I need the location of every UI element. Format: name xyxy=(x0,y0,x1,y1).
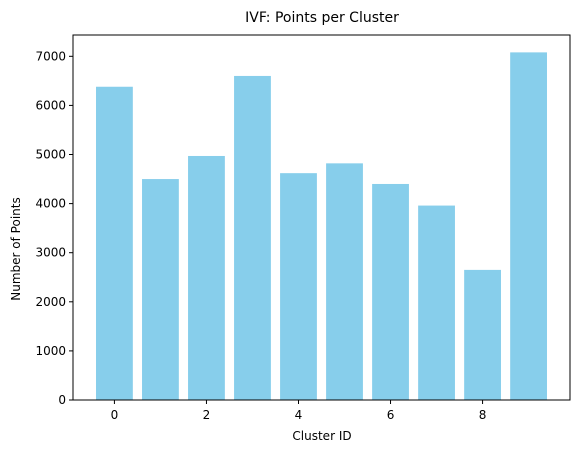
y-tick-label: 0 xyxy=(58,393,66,407)
y-tick-label: 3000 xyxy=(35,246,66,260)
bars-group xyxy=(96,52,547,401)
y-tick-label: 1000 xyxy=(35,344,66,358)
y-tick-label: 5000 xyxy=(35,148,66,162)
x-tick-label: 6 xyxy=(387,408,395,422)
x-axis-label: Cluster ID xyxy=(292,429,351,443)
bar-cluster-5 xyxy=(326,163,363,400)
bar-cluster-3 xyxy=(234,75,271,400)
x-axis-ticks: 0 2 4 6 8 xyxy=(111,400,487,422)
x-tick-label: 8 xyxy=(479,408,487,422)
bar-cluster-8 xyxy=(464,269,501,400)
y-tick-label: 6000 xyxy=(35,98,66,112)
bar-cluster-9 xyxy=(510,52,547,400)
bar-cluster-2 xyxy=(188,155,225,400)
y-axis-label: Number of Points xyxy=(9,197,23,300)
bar-cluster-6 xyxy=(372,183,409,400)
y-tick-label: 7000 xyxy=(35,49,66,63)
x-tick-label: 4 xyxy=(295,408,303,422)
bar-cluster-7 xyxy=(418,205,455,400)
bar-cluster-0 xyxy=(96,86,133,401)
y-axis-ticks: 0 1000 2000 3000 4000 5000 6000 7000 xyxy=(35,49,73,407)
chart-title: IVF: Points per Cluster xyxy=(245,10,399,26)
x-tick-label: 2 xyxy=(203,408,211,422)
x-tick-label: 0 xyxy=(111,408,119,422)
y-tick-label: 4000 xyxy=(35,197,66,211)
y-tick-label: 2000 xyxy=(35,295,66,309)
bar-cluster-4 xyxy=(280,173,317,400)
axes-frame xyxy=(72,34,571,401)
bar-cluster-1 xyxy=(142,179,179,400)
